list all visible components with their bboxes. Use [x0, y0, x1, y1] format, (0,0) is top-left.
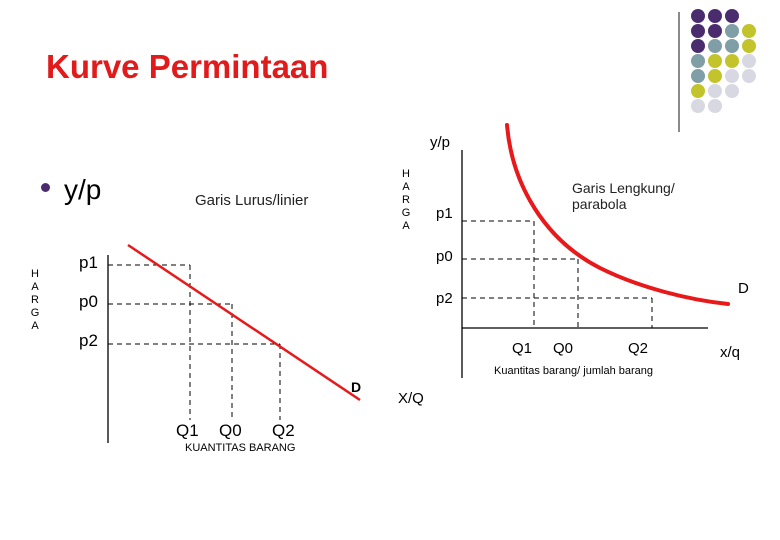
left-y-letter: G	[30, 307, 40, 319]
decorative-dot	[742, 54, 756, 68]
decorative-dot	[708, 39, 722, 53]
right-dashed-guides	[462, 220, 653, 328]
decorative-divider	[678, 12, 680, 132]
decorative-dot	[725, 69, 739, 83]
left-q1-label: Q1	[176, 421, 199, 440]
curved-demand-line	[505, 123, 730, 306]
right-y-letter: R	[402, 194, 410, 206]
decorative-dot-grid	[691, 9, 756, 113]
right-curve-label: Garis Lengkung/ parabola	[572, 180, 675, 212]
decorative-dot	[708, 84, 722, 98]
right-x-axis-label: Kuantitas barang/ jumlah barang	[494, 365, 653, 377]
left-line-label: Garis Lurus/linier	[195, 192, 309, 209]
left-y-letter: A	[31, 281, 39, 293]
left-x-axis-label: KUANTITAS BARANG	[185, 442, 296, 454]
decorative-dot	[691, 84, 705, 98]
left-p1-label: p1	[79, 253, 98, 272]
left-y-letter: H	[31, 268, 39, 280]
left-axis-end-label: X/Q	[398, 390, 424, 407]
right-y-axis-top-label: y/p	[430, 134, 451, 151]
left-y-letter: R	[31, 294, 39, 306]
right-y-letter: H	[402, 168, 410, 180]
left-p0-label: p0	[79, 292, 98, 311]
decorative-dot	[691, 69, 705, 83]
left-y-axis-label: H A R G A	[30, 268, 40, 333]
page-title: Kurve Permintaan	[46, 48, 329, 85]
decorative-dot	[708, 24, 722, 38]
decorative-dot	[742, 24, 756, 38]
bullet-text: y/p	[64, 174, 102, 205]
left-q0-label: Q0	[219, 421, 242, 440]
decorative-dot	[691, 9, 705, 23]
right-y-axis-label: H A R G A	[401, 168, 411, 233]
decorative-dot	[725, 9, 739, 23]
decorative-dot	[725, 54, 739, 68]
right-curve-label-line1: Garis Lengkung/	[572, 180, 675, 196]
right-curve-label-line2: parabola	[572, 196, 627, 212]
right-q2-label: Q2	[628, 340, 649, 357]
decorative-dot	[691, 54, 705, 68]
right-y-letter: G	[401, 207, 411, 219]
right-y-letter: A	[402, 181, 410, 193]
decorative-dot	[691, 39, 705, 53]
linear-demand-line	[127, 243, 361, 402]
left-demand-label: D	[351, 379, 362, 395]
right-p1-label: p1	[436, 205, 453, 222]
decorative-dot	[725, 84, 739, 98]
decorative-dot	[742, 69, 756, 83]
left-q2-label: Q2	[272, 421, 295, 440]
right-axis-end-label: x/q	[720, 344, 741, 361]
left-y-letter: A	[31, 320, 39, 332]
decorative-dot	[708, 99, 722, 113]
right-p2-label: p2	[436, 290, 453, 307]
right-q1-label: Q1	[512, 340, 533, 357]
decorative-dot	[742, 39, 756, 53]
decorative-dot	[708, 9, 722, 23]
bullet-icon	[41, 183, 50, 192]
left-p2-label: p2	[79, 331, 98, 350]
right-p0-label: p0	[436, 248, 453, 265]
decorative-dot	[708, 69, 722, 83]
decorative-dot	[708, 54, 722, 68]
left-dashed-guides	[108, 264, 281, 420]
decorative-dot	[725, 24, 739, 38]
decorative-dot	[725, 39, 739, 53]
decorative-dot	[691, 99, 705, 113]
decorative-dot	[691, 24, 705, 38]
right-q0-label: Q0	[553, 340, 574, 357]
right-y-letter: A	[402, 220, 410, 232]
right-demand-label: D	[738, 280, 749, 297]
